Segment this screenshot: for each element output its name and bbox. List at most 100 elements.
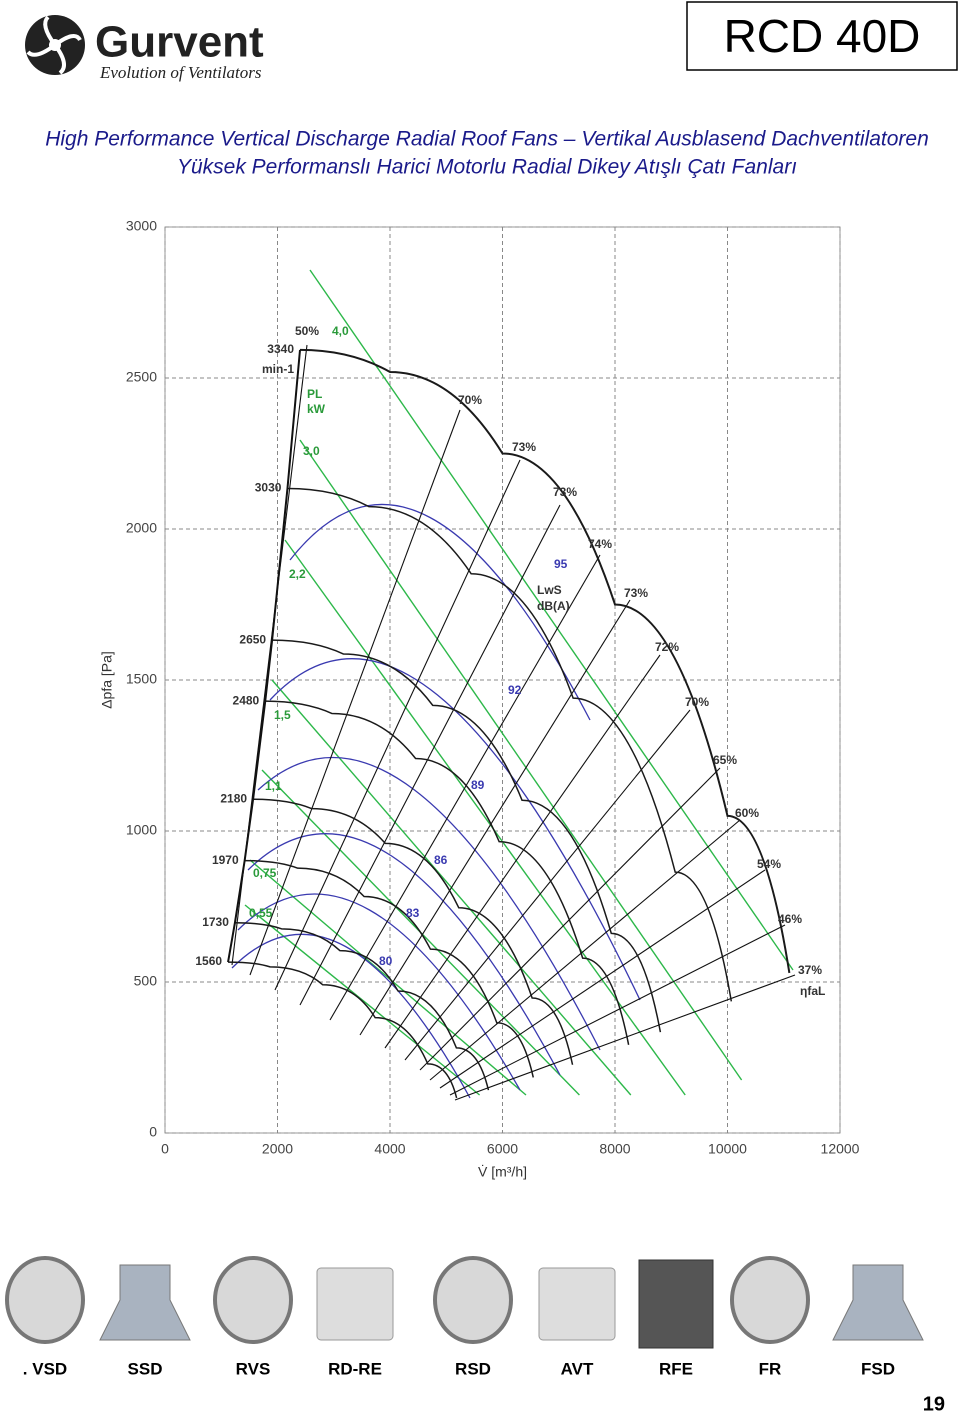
efficiency-line: [249, 409, 461, 976]
power-line: [249, 859, 527, 1096]
speed-curve: [253, 798, 574, 1065]
efficiency-label: ηfaL: [800, 984, 825, 998]
sound-curve: [237, 893, 521, 1091]
y-tick-label: 1500: [126, 671, 157, 687]
power-line: [299, 439, 743, 1081]
efficiency-line: [439, 869, 766, 1089]
accessory-label: AVT: [561, 1359, 594, 1378]
efficiency-label: 54%: [757, 857, 781, 871]
speed-label: 3030: [255, 481, 282, 495]
speed-unit: min-1: [262, 362, 294, 376]
speed-label: 2650: [239, 632, 266, 646]
efficiency-label: 60%: [735, 806, 759, 820]
efficiency-label: 70%: [458, 393, 482, 407]
model: RCD 40D: [724, 10, 921, 62]
efficiency-label: 73%: [512, 440, 536, 454]
power-label: 0,75: [253, 866, 277, 880]
accessories: . VSD SSD RVS RD-RE RSD AVT RFE FR FSD: [5, 1256, 924, 1378]
efficiency-label: 70%: [685, 695, 709, 709]
accessory-icon: [433, 1256, 513, 1344]
speed-label: 1970: [212, 853, 239, 867]
accessory-label: FSD: [861, 1359, 895, 1378]
speed-label: 1560: [195, 954, 222, 968]
sound-label: 83: [406, 906, 420, 920]
efficiency-label: 72%: [655, 640, 679, 654]
efficiency-label: 73%: [624, 586, 648, 600]
efficiency-line: [454, 974, 796, 1101]
efficiency-line: [299, 504, 561, 1006]
efficiency-line: [419, 767, 721, 1071]
speed-label: 3340: [267, 342, 294, 356]
sound-label: 95: [554, 557, 568, 571]
efficiency-label: 37%: [798, 963, 822, 977]
efficiency-line: [384, 654, 661, 1049]
speed-curve: [265, 700, 630, 1045]
speed-label: 1730: [202, 915, 229, 929]
speed-label: 2480: [233, 693, 260, 707]
efficiency-label: 50%: [295, 324, 319, 338]
speed-curve: [228, 961, 458, 1099]
y-tick-label: 3000: [126, 218, 157, 234]
y-tick-label: 500: [134, 973, 158, 989]
accessory-label: . VSD: [23, 1359, 67, 1378]
sound-curve: [257, 756, 601, 1051]
brand: Gurvent: [95, 18, 264, 67]
power-line: [309, 269, 794, 971]
accessory-icon: [730, 1256, 810, 1344]
sound-unit: LwS: [537, 583, 562, 597]
efficiency-label: 65%: [713, 753, 737, 767]
x-tick-label: 2000: [262, 1141, 293, 1157]
tagline: Evolution of Ventilators: [99, 63, 262, 82]
sound-unit: dB(A): [537, 599, 570, 613]
power-label: 1,1: [265, 779, 282, 793]
x-tick-label: 0: [161, 1141, 169, 1157]
accessory-icon: [316, 1267, 394, 1341]
power-unit: PL: [307, 387, 322, 401]
y-tick-label: 2500: [126, 369, 157, 385]
x-tick-label: 10000: [708, 1141, 747, 1157]
page-number: 19: [923, 1393, 945, 1415]
power-label: 3,0: [303, 444, 320, 458]
sound-label: 92: [508, 683, 522, 697]
accessory-icon: [213, 1256, 293, 1344]
sound-label: 80: [379, 954, 393, 968]
y-tick-label: 1000: [126, 822, 157, 838]
speed-curve: [234, 922, 490, 1091]
power-label: 1,5: [274, 708, 291, 722]
x-tick-label: 8000: [599, 1141, 630, 1157]
y-axis-label: Δpfa [Pa]: [99, 651, 115, 709]
accessory-label: FR: [759, 1359, 782, 1378]
x-tick-label: 12000: [821, 1141, 860, 1157]
power-label: 0,55: [249, 906, 273, 920]
accessory-icon: [5, 1256, 85, 1344]
x-axis-label: V̇ [m³/h]: [478, 1164, 527, 1180]
sound-label: 86: [434, 853, 448, 867]
power-label: 4,0: [332, 324, 349, 338]
efficiency-label: 73%: [553, 485, 577, 499]
y-tick-label: 2000: [126, 520, 157, 536]
chart: 0 2000 4000 6000 8000 10000 12000 0 500 1000 1500 2…: [99, 218, 860, 1180]
subtitle: Yüksek Performanslı Harici Motorlu Radia…: [177, 156, 797, 179]
speed-curve: [299, 348, 791, 974]
efficiency-line: [274, 459, 521, 991]
logo: Gurvent Evolution of Ventilators: [25, 15, 264, 82]
envelope: [227, 349, 301, 963]
power-label: 2,2: [289, 567, 306, 581]
title: High Performance Vertical Discharge Radi…: [45, 128, 929, 151]
y-tick-label: 0: [149, 1124, 157, 1140]
efficiency-line: [449, 924, 786, 1096]
efficiency-line: [404, 709, 691, 1061]
accessory-label: RVS: [236, 1359, 271, 1378]
efficiency-label: 46%: [778, 912, 802, 926]
accessory-label: RFE: [659, 1359, 693, 1378]
x-tick-label: 4000: [374, 1141, 405, 1157]
speed-label: 2180: [220, 791, 247, 805]
efficiency-line: [329, 554, 601, 1021]
accessory-label: RSD: [455, 1359, 491, 1378]
sound-curve: [269, 658, 641, 1001]
power-unit: kW: [307, 402, 326, 416]
accessory-label: RD-RE: [328, 1359, 382, 1378]
accessory-icon: [832, 1264, 924, 1341]
x-tick-label: 6000: [487, 1141, 518, 1157]
